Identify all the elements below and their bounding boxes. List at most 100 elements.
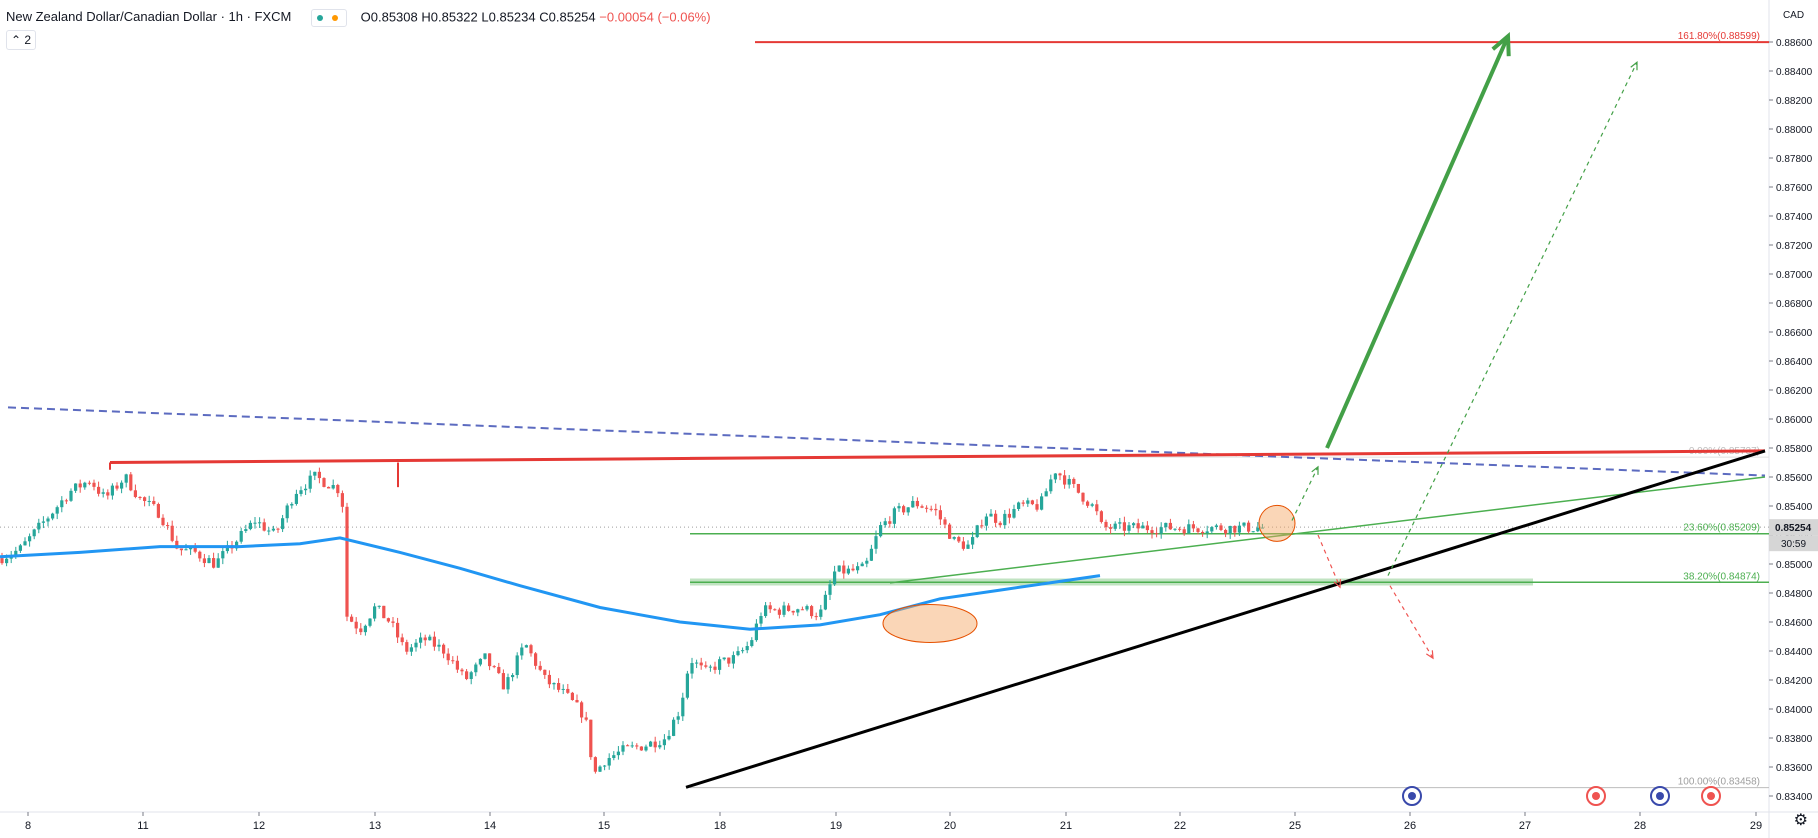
- candle-body: [1191, 524, 1195, 529]
- candle-body: [147, 500, 151, 502]
- candle-body: [902, 506, 906, 513]
- candle-body: [745, 646, 749, 651]
- candle-body: [943, 519, 947, 525]
- candle-body: [787, 605, 791, 611]
- long-up-arrow: [1387, 62, 1638, 576]
- candle-body: [350, 616, 354, 622]
- candle-body: [800, 609, 804, 611]
- x-tick-label: 29: [1750, 820, 1762, 832]
- candle-body: [856, 566, 860, 571]
- candle-body: [327, 486, 331, 489]
- candle-body: [1067, 478, 1071, 485]
- candle-body: [1017, 502, 1021, 509]
- candle-body: [5, 558, 9, 564]
- candle-body: [92, 482, 96, 487]
- candle-body: [423, 637, 427, 641]
- candle-body: [837, 565, 841, 572]
- candle-body: [777, 609, 781, 615]
- candle-body: [138, 496, 142, 498]
- symbol-title[interactable]: New Zealand Dollar/Canadian Dollar · 1h …: [6, 9, 292, 25]
- candle-body: [630, 745, 634, 747]
- candle-body: [906, 507, 910, 513]
- candle-body: [961, 541, 965, 549]
- candle-body: [957, 537, 961, 542]
- candle-body: [506, 677, 510, 690]
- candle-body: [658, 745, 662, 748]
- current-highlight: [1258, 504, 1296, 542]
- y-tick-label: 0.86600: [1776, 328, 1813, 339]
- status-indicator[interactable]: [311, 9, 348, 27]
- y-tick-label: 0.87800: [1776, 154, 1813, 165]
- candle-body: [580, 702, 584, 718]
- candle-body: [1132, 523, 1136, 526]
- y-tick-label: 0.88400: [1776, 67, 1813, 78]
- dashed-trendline: [7, 406, 1766, 477]
- ohlc-change: −0.00054 (−0.06%): [599, 9, 711, 25]
- candle-body: [1109, 527, 1113, 529]
- candle-body: [1040, 496, 1044, 510]
- candle-body: [1072, 478, 1076, 484]
- candle-body: [331, 485, 335, 489]
- candle-body: [281, 518, 285, 530]
- candle-body: [161, 517, 165, 526]
- candle-body: [649, 741, 653, 747]
- candle-body: [897, 506, 901, 509]
- candle-body: [1173, 528, 1177, 530]
- candle-body: [607, 757, 611, 766]
- candle-body: [235, 541, 239, 549]
- candle-body: [1251, 531, 1255, 533]
- candle-body: [465, 671, 469, 680]
- y-tick-label: 0.85800: [1776, 444, 1813, 455]
- candle-body: [938, 510, 942, 520]
- last-price-tag: [1769, 519, 1818, 536]
- x-tick-label: 15: [598, 820, 610, 832]
- y-tick-label: 0.86000: [1776, 415, 1813, 426]
- candle-body: [676, 716, 680, 720]
- candle-body: [1141, 525, 1145, 529]
- candle-body: [616, 751, 620, 756]
- candle-body: [156, 504, 160, 518]
- candle-body: [170, 525, 174, 541]
- candle-body: [478, 658, 482, 665]
- candle-body: [1168, 522, 1172, 530]
- y-tick-label: 0.87600: [1776, 183, 1813, 194]
- candle-body: [202, 558, 206, 564]
- candle-body: [179, 548, 183, 551]
- candle-body: [322, 478, 326, 487]
- candle-body: [0, 558, 4, 564]
- candle-body: [1214, 525, 1218, 528]
- y-tick-label: 0.84800: [1776, 589, 1813, 600]
- candle-body: [1053, 473, 1057, 480]
- candle-body: [97, 486, 101, 494]
- chart-header: New Zealand Dollar/Canadian Dollar · 1h …: [6, 9, 711, 27]
- long-down-arrow-head: [1426, 650, 1434, 660]
- candle-body: [971, 537, 975, 545]
- candle-body: [244, 529, 248, 532]
- candle-body: [672, 719, 676, 736]
- ohlc-high: H0.85322: [421, 9, 478, 25]
- x-tick-label: 26: [1404, 820, 1416, 832]
- candle-body: [258, 522, 262, 524]
- gear-icon[interactable]: ⚙: [1793, 812, 1808, 829]
- indicators-toggle[interactable]: ⌃ 2: [6, 30, 36, 50]
- candle-body: [212, 558, 216, 568]
- candle-body: [731, 655, 735, 664]
- candle-body: [207, 558, 211, 564]
- candle-body: [18, 545, 22, 551]
- candle-body: [1164, 522, 1168, 528]
- candle-body: [589, 719, 593, 758]
- candle-body: [285, 505, 289, 519]
- candle-body: [1030, 500, 1034, 505]
- y-tick-label: 0.86200: [1776, 386, 1813, 397]
- event-nz-icon-dot: [1656, 792, 1664, 800]
- y-tick-label: 0.86400: [1776, 357, 1813, 368]
- candle-body: [520, 647, 524, 656]
- candles-group: [0, 467, 1264, 774]
- candle-body: [340, 493, 344, 507]
- candle-body: [1145, 525, 1149, 531]
- candle-body: [1086, 501, 1090, 506]
- y-tick-label: 0.88600: [1776, 38, 1813, 49]
- candle-body: [1044, 491, 1048, 497]
- candle-body: [529, 645, 533, 654]
